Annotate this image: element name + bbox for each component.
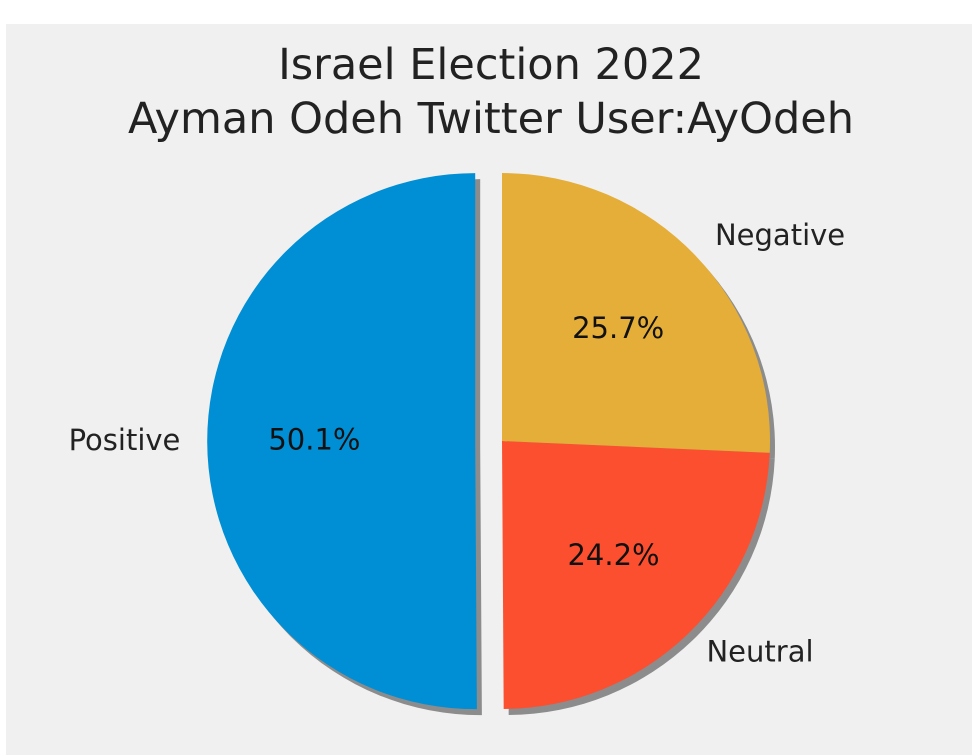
figure-background: [6, 24, 972, 755]
slice-percent-neutral: 24.2%: [567, 538, 659, 572]
chart-title-line-1: Israel Election 2022: [278, 40, 704, 90]
slice-percent-negative: 25.7%: [572, 311, 664, 345]
slice-label-positive: Positive: [69, 423, 181, 457]
pie-slice-neutral: [502, 441, 770, 709]
slice-label-negative: Negative: [715, 218, 845, 252]
chart-title-line-2: Ayman Odeh Twitter User:AyOdeh: [128, 94, 854, 144]
slice-label-neutral: Neutral: [706, 634, 813, 668]
pie-slice-positive: [207, 173, 477, 710]
pie-slice-negative: [502, 173, 770, 453]
slice-percent-positive: 50.1%: [268, 423, 360, 457]
